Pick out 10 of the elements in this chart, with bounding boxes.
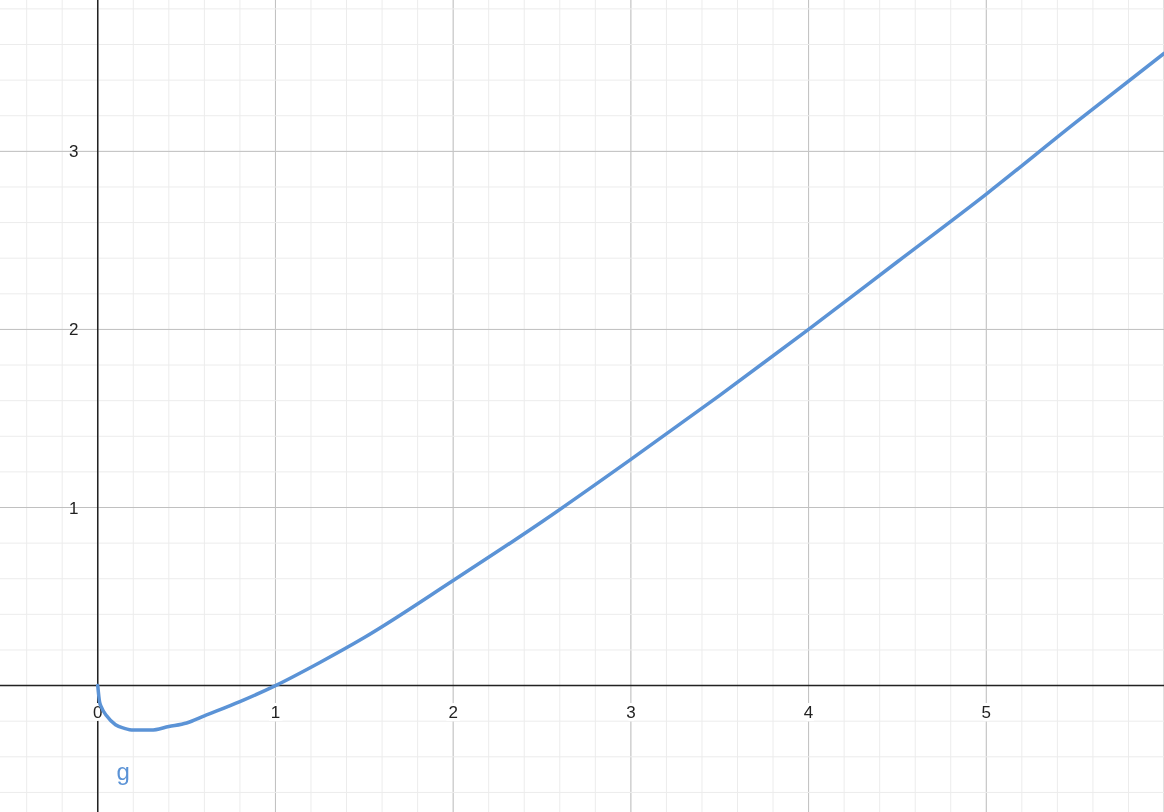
x-tick-label: 1 (270, 702, 281, 722)
annotation: g (116, 758, 130, 786)
x-tick-label: 2 (448, 702, 458, 722)
x-tick-label: 3 (626, 702, 636, 722)
y-tick-label: 1 (69, 498, 79, 518)
x-tick-label: 5 (981, 702, 992, 722)
y-tick-label: 2 (69, 320, 79, 340)
line-series (95, 51, 1164, 732)
y-tick-label: 3 (69, 142, 79, 162)
x-tick-label: 4 (803, 702, 814, 722)
